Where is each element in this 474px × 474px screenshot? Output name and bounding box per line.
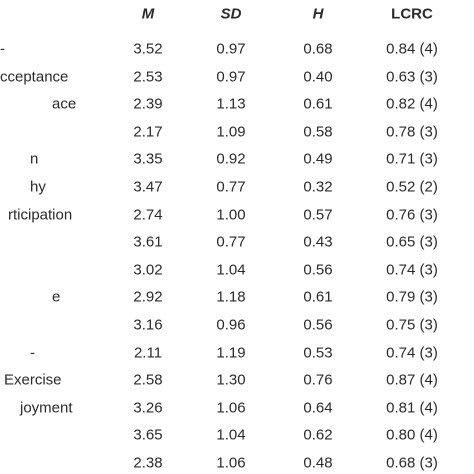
row-label: e — [52, 288, 61, 306]
table-cell: 1.06 — [216, 399, 246, 417]
table-cell: 2.11 — [133, 344, 163, 362]
table-cell: 0.75 (3) — [386, 316, 438, 334]
table-cell: 0.40 — [303, 68, 333, 86]
table-cell: 0.53 — [303, 344, 333, 362]
table-cell: 0.49 — [303, 150, 333, 168]
table-cell: 1.13 — [216, 95, 246, 113]
row-label: - — [0, 40, 5, 58]
table-cell: 0.61 — [303, 95, 333, 113]
column-header: LCRC — [391, 5, 433, 23]
table-cell: 0.81 (4) — [386, 399, 438, 417]
table-cell: 0.80 (4) — [386, 426, 438, 444]
table-cell: 0.52 (2) — [386, 178, 438, 196]
table-cell: 3.35 — [133, 150, 163, 168]
table-cell: 0.97 — [216, 40, 246, 58]
table-cell: 0.64 — [303, 399, 333, 417]
table-cell: 3.26 — [133, 399, 163, 417]
table-cell: 0.74 (3) — [386, 261, 438, 279]
table-cell: 1.00 — [216, 206, 246, 224]
table-cell: 3.65 — [133, 426, 163, 444]
table-cell: 0.61 — [303, 288, 333, 306]
table-cell: 0.58 — [303, 123, 333, 141]
table-cell: 2.58 — [133, 371, 163, 389]
table-cell: 1.30 — [216, 371, 246, 389]
table-cell: 0.43 — [303, 233, 333, 251]
table-cell: 1.04 — [216, 426, 246, 444]
column-header: M — [141, 5, 155, 23]
table-cell: 0.87 (4) — [386, 371, 438, 389]
table-cell: 2.38 — [133, 454, 163, 472]
table-cell: 3.61 — [133, 233, 163, 251]
table-cell: 2.17 — [133, 123, 163, 141]
table-cell: 0.77 — [216, 178, 246, 196]
table-cell: 0.48 — [303, 454, 333, 472]
table-cell: 0.76 — [303, 371, 333, 389]
table-cell: 0.57 — [303, 206, 333, 224]
table-cell: 3.02 — [133, 261, 163, 279]
table-cell: 1.19 — [216, 344, 246, 362]
table-cell: 0.78 (3) — [386, 123, 438, 141]
table-cell: 0.56 — [303, 316, 333, 334]
table-cell: 0.68 — [303, 40, 333, 58]
table-cell: 0.56 — [303, 261, 333, 279]
table-cell: 1.18 — [216, 288, 246, 306]
table-cell: 0.65 (3) — [386, 233, 438, 251]
table-cell: 3.47 — [133, 178, 163, 196]
row-label: hy — [30, 178, 46, 196]
table-cell: 2.53 — [133, 68, 163, 86]
table-cell: 0.71 (3) — [386, 150, 438, 168]
table-cell: 3.16 — [133, 316, 163, 334]
table-cell: 0.63 (3) — [386, 68, 438, 86]
row-label: n — [30, 150, 39, 168]
table-cell: 3.52 — [133, 40, 163, 58]
row-label: rticipation — [8, 206, 73, 224]
table-cell: 0.68 (3) — [386, 454, 438, 472]
table-cell: 0.79 (3) — [386, 288, 438, 306]
table-cell: 0.74 (3) — [386, 344, 438, 362]
table-cell: 0.96 — [216, 316, 246, 334]
table-cell: 0.76 (3) — [386, 206, 438, 224]
table-cell: 2.74 — [133, 206, 163, 224]
table-cell: 0.32 — [303, 178, 333, 196]
table-cell: 1.04 — [216, 261, 246, 279]
row-label: joyment — [20, 399, 73, 417]
table-cell: 2.39 — [133, 95, 163, 113]
table-cell: 1.06 — [216, 454, 246, 472]
table-cell: 2.92 — [133, 288, 163, 306]
table-cell: 0.77 — [216, 233, 246, 251]
table-cell: 0.82 (4) — [386, 95, 438, 113]
row-label: Exercise — [4, 371, 62, 389]
row-label: ace — [52, 95, 77, 113]
column-header: H — [312, 5, 324, 23]
table-cell: 0.97 — [216, 68, 246, 86]
table-cell: 0.92 — [216, 150, 246, 168]
table-cell: 1.09 — [216, 123, 246, 141]
row-label: cceptance — [0, 68, 69, 86]
column-header: SD — [220, 5, 242, 23]
table-cell: 0.62 — [303, 426, 333, 444]
row-label: - — [30, 344, 35, 362]
table-cell: 0.84 (4) — [386, 40, 438, 58]
